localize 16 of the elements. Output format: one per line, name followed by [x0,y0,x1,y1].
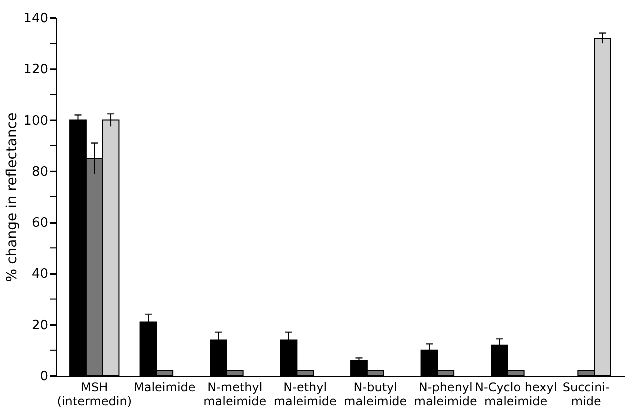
x-tick-label: MSH (intermedin) [57,380,132,408]
x-tick-label: Maleimide [134,380,196,394]
y-tick-label: 40 [32,267,48,282]
y-tick-label: 80 [32,164,48,180]
y-tick-label: 60 [32,216,48,232]
x-tick-label: N-methyl maleimide [204,380,267,408]
x-tick-label: N-ethyl maleimide [274,380,337,408]
x-tick-label: N-butyl maleimide [344,380,408,408]
y-tick-label: 0 [40,370,48,384]
y-tick-label: 140 [24,12,48,26]
y-tick-label: 20 [32,318,48,334]
y-tick-label: 120 [24,62,48,78]
y-tick-label: 100 [24,114,48,129]
x-tick-label: N-phenyl maleimide [414,380,478,408]
x-tick-label: Succini- mide [562,380,610,408]
y-axis-title: % change in reflectance [4,112,21,282]
